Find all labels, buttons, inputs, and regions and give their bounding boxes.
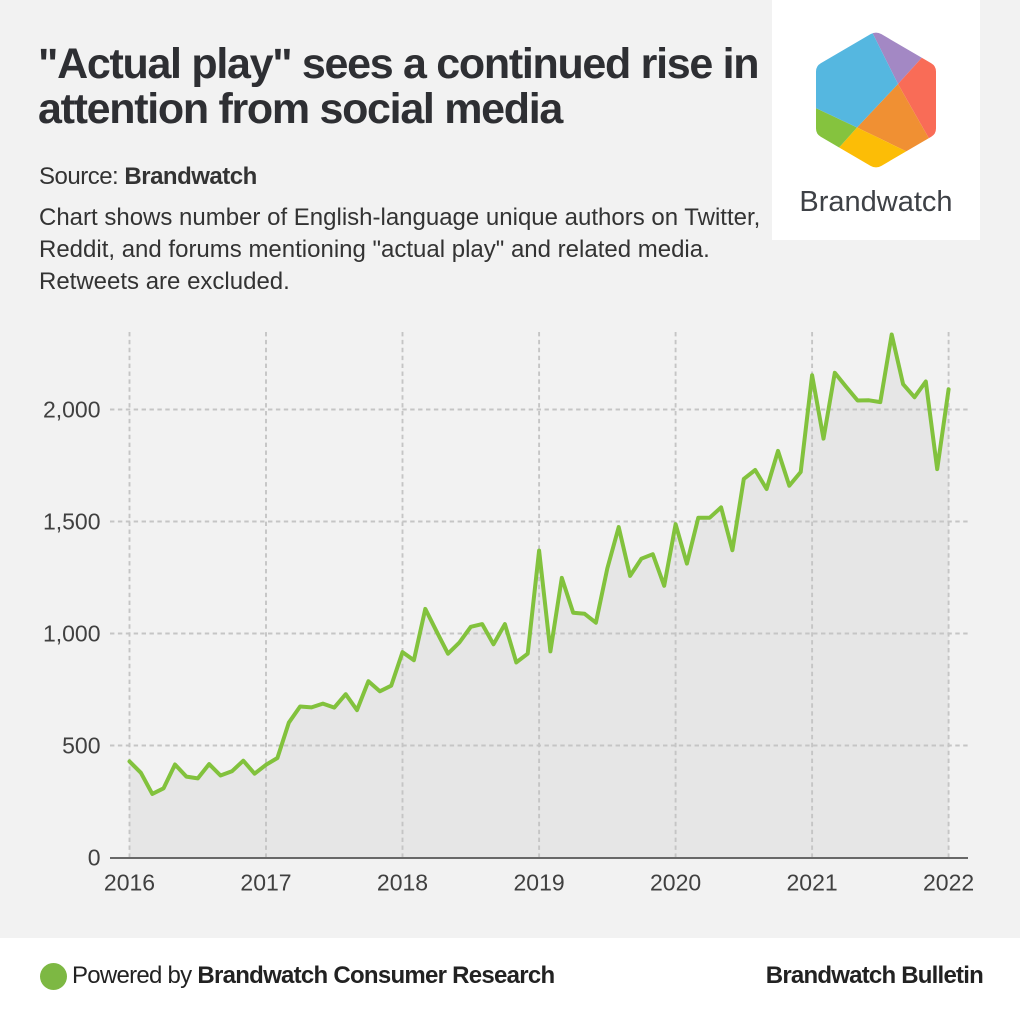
svg-text:1,500: 1,500 bbox=[43, 509, 101, 535]
svg-text:2017: 2017 bbox=[240, 870, 291, 896]
svg-text:2019: 2019 bbox=[514, 870, 565, 896]
svg-text:2020: 2020 bbox=[650, 870, 701, 896]
svg-text:2,000: 2,000 bbox=[43, 397, 101, 423]
svg-text:1,000: 1,000 bbox=[43, 621, 101, 647]
svg-text:500: 500 bbox=[62, 733, 100, 759]
svg-text:2022: 2022 bbox=[923, 870, 974, 896]
svg-text:2018: 2018 bbox=[377, 870, 428, 896]
svg-text:0: 0 bbox=[88, 845, 101, 871]
svg-text:2021: 2021 bbox=[787, 870, 838, 896]
svg-text:2016: 2016 bbox=[104, 870, 155, 896]
